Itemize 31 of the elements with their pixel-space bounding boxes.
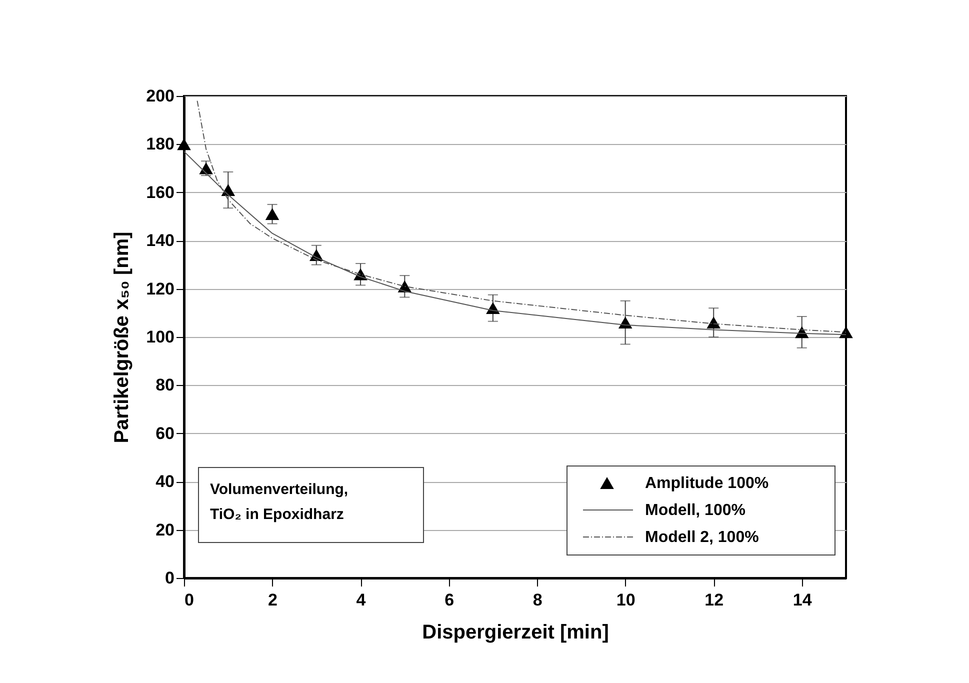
annotation: Volumenverteilung, (210, 480, 350, 500)
y-tick-label: 0 (165, 568, 174, 588)
x-tick-label: 2 (268, 590, 278, 610)
y-tick-label: 200 (146, 86, 174, 106)
y-tick-label: 80 (156, 376, 174, 395)
y-tick-label: 100 (146, 328, 174, 346)
x-tick-label: 4 (356, 590, 366, 610)
y-tick-label: 180 (146, 134, 174, 154)
y-tick-label: 140 (146, 231, 174, 250)
y-tick-label: 20 (156, 520, 174, 540)
point (839, 326, 853, 338)
point (706, 316, 720, 329)
y-tick-label: 160 (146, 182, 174, 202)
x-tick-label: 6 (444, 590, 454, 610)
legend-label: Modell, 100% (645, 502, 746, 519)
point (177, 138, 191, 150)
y-tick-label: 120 (146, 279, 174, 298)
point (265, 208, 280, 220)
x-tick-label: 0 (184, 590, 194, 610)
legend-label: Modell 2, 100% (645, 529, 759, 546)
legend-label: Amplitude 100% (645, 475, 769, 492)
note-box: Volumenverteilung, TiO₂ in Epoxidharz (198, 467, 424, 543)
y-tick-label: 60 (156, 424, 174, 443)
annotation: TiO₂ in Epoxidharz (210, 505, 345, 525)
x-tick-label: 12 (704, 590, 724, 610)
x-tick-label: 8 (532, 590, 542, 610)
x-axis-title: Dispergierzeit [min] (422, 622, 609, 644)
y-axis-title: Partikelgröße x₅₀ [nm] (111, 232, 134, 444)
x-tick-label: 10 (616, 590, 636, 610)
x-tick-label: 14 (792, 590, 812, 610)
y-tick-label: 40 (156, 472, 174, 492)
